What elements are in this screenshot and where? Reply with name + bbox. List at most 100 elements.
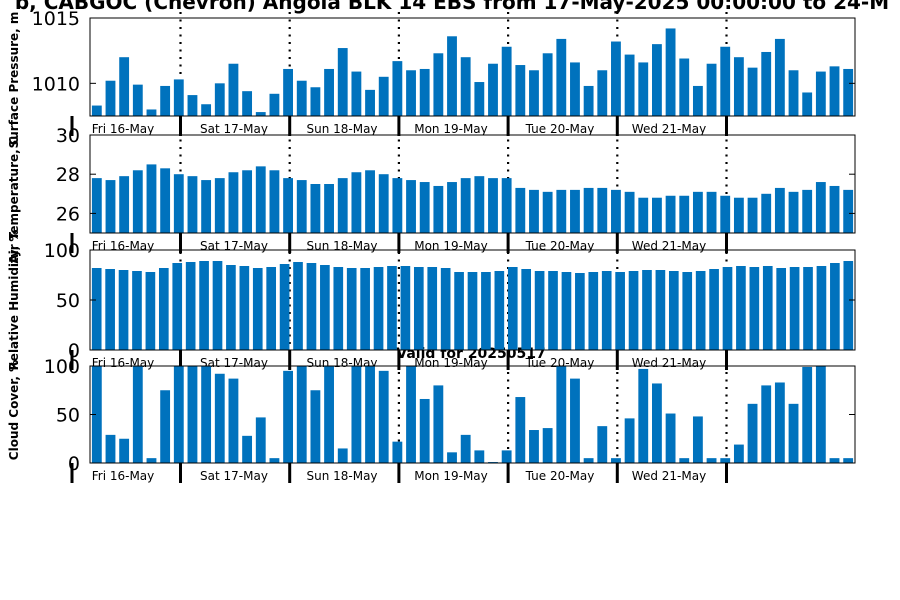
data-bar	[252, 268, 263, 350]
data-bar	[373, 267, 384, 350]
data-bar	[419, 398, 430, 463]
data-bar	[173, 79, 184, 116]
data-bar	[474, 82, 485, 116]
data-bar	[392, 178, 403, 233]
data-bar	[226, 265, 236, 350]
data-bar	[494, 271, 505, 350]
data-bar	[365, 170, 375, 233]
data-bar	[601, 271, 612, 350]
data-bar	[501, 450, 512, 463]
data-bar	[242, 170, 253, 233]
data-bar	[548, 271, 558, 350]
data-bar	[269, 170, 280, 233]
data-bar	[597, 426, 608, 463]
data-bar	[185, 262, 196, 350]
data-bar	[91, 366, 102, 463]
data-bar	[788, 191, 799, 233]
data-bar	[132, 84, 143, 116]
data-bar	[624, 54, 635, 116]
data-bar	[440, 268, 451, 350]
data-bar	[324, 366, 334, 463]
data-bar	[306, 263, 317, 350]
data-bar	[776, 268, 787, 350]
data-bar	[239, 266, 250, 350]
data-bar	[652, 383, 662, 463]
data-bar	[91, 105, 102, 116]
data-bar	[324, 184, 334, 233]
panel-2: 26 28 30 Air Temperature, C Fri 16-May Sat 17…	[7, 125, 856, 264]
data-bar	[774, 187, 785, 233]
day-label: Sun 18-May	[306, 122, 377, 136]
day-label: Fri 16-May	[92, 469, 155, 483]
data-bar	[160, 85, 171, 116]
day-label: Mon 19-May	[414, 122, 488, 136]
day-label: Sun 18-May	[306, 469, 377, 483]
data-bar	[283, 370, 293, 463]
data-bar	[310, 390, 321, 463]
data-bar	[228, 172, 239, 233]
data-bar	[351, 172, 362, 233]
data-bar	[351, 366, 362, 463]
data-bar	[387, 266, 397, 350]
data-bar	[611, 41, 621, 116]
data-bar	[802, 92, 813, 116]
data-bar	[638, 197, 649, 233]
data-bar	[628, 271, 639, 350]
y-tick-label: 30	[56, 125, 80, 147]
data-bar	[774, 382, 785, 463]
data-bar	[515, 397, 526, 463]
data-bar	[695, 271, 706, 350]
data-bar	[378, 370, 389, 463]
data-bar	[346, 268, 357, 350]
data-bar	[515, 65, 526, 116]
data-bar	[283, 178, 293, 233]
data-bar	[447, 36, 457, 116]
data-bar	[255, 112, 266, 116]
data-bar	[816, 266, 827, 350]
data-bar	[652, 44, 662, 116]
data-bar	[692, 191, 703, 233]
data-bar	[638, 368, 649, 463]
data-bar	[722, 267, 733, 350]
data-bar	[843, 458, 854, 463]
data-bar	[761, 193, 772, 233]
data-bar	[829, 66, 840, 116]
data-bar	[829, 458, 840, 463]
data-bar	[392, 61, 403, 116]
y-tick-label: 28	[56, 164, 80, 186]
data-bar	[665, 413, 676, 463]
data-bar	[556, 38, 567, 116]
data-bar	[668, 271, 679, 350]
data-bar	[501, 178, 512, 233]
data-bar	[733, 444, 744, 463]
data-bar	[296, 366, 307, 463]
data-bar	[529, 430, 539, 463]
data-bar	[830, 263, 840, 350]
data-bar	[460, 57, 471, 116]
data-bar	[293, 262, 303, 350]
data-bar	[789, 267, 800, 350]
data-bar	[679, 58, 690, 116]
data-bar	[269, 458, 280, 463]
data-bar	[843, 261, 854, 350]
data-bar	[534, 271, 545, 350]
data-bar	[406, 180, 416, 233]
data-bar	[392, 441, 403, 463]
data-bar	[173, 366, 184, 463]
data-bar	[624, 191, 635, 233]
data-bar	[774, 38, 785, 116]
y-tick-label: 1015	[32, 8, 80, 30]
data-bar	[419, 68, 430, 116]
data-bar	[709, 269, 719, 350]
data-bar	[132, 170, 143, 233]
day-label: Wed 21-May	[632, 356, 706, 370]
data-bar	[665, 195, 676, 233]
data-bar	[337, 448, 348, 463]
y-axis-label: Relative Humidity, %	[7, 230, 21, 371]
data-bar	[400, 266, 411, 350]
data-bar	[365, 366, 375, 463]
data-bar	[556, 189, 567, 233]
data-bar	[515, 187, 526, 233]
data-bar	[843, 68, 854, 116]
data-bar	[228, 378, 239, 463]
